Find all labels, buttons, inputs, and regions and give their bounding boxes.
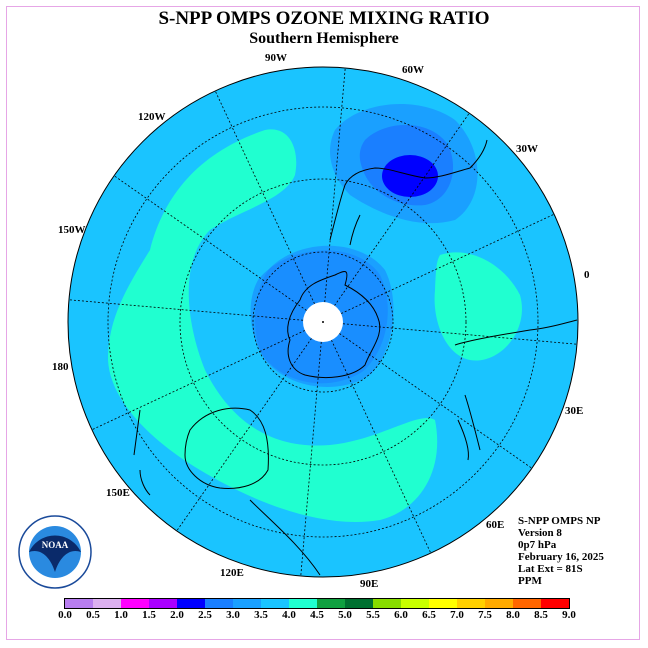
- meridian-line: [322, 321, 432, 554]
- colorbar-tick-label: 7.0: [450, 609, 464, 621]
- info-lat-ext: Lat Ext = 81S: [518, 563, 583, 575]
- graticule: [68, 67, 578, 577]
- ozone-region-high-west: [108, 129, 438, 522]
- lon-label-60e: 60E: [486, 519, 504, 531]
- colorbar-segment: [541, 599, 569, 608]
- colorbar-segment: [65, 599, 93, 608]
- colorbar-tick-label: 5.0: [338, 609, 352, 621]
- colorbar-tick-label: 0.0: [58, 609, 72, 621]
- meridian-line: [322, 67, 346, 323]
- coastlines: [133, 139, 578, 576]
- figure-frame: [6, 6, 640, 640]
- colorbar-segment: [261, 599, 289, 608]
- meridian-line: [91, 321, 324, 431]
- meridian-line: [300, 321, 324, 577]
- meridian-line: [68, 299, 324, 323]
- lat-circle-mid: [179, 178, 467, 466]
- colorbar-segment: [93, 599, 121, 608]
- south-america-coast: [329, 139, 488, 246]
- ozone-region-lowest-60w: [382, 155, 438, 197]
- colorbar-tick-label: 6.0: [394, 609, 408, 621]
- meridian-line: [322, 112, 470, 323]
- colorbar-tick-label: 1.5: [142, 609, 156, 621]
- colorbar-tick-label: 1.0: [114, 609, 128, 621]
- meridian-line: [322, 321, 578, 345]
- colorbar-segment: [205, 599, 233, 608]
- colorbar-tick-label: 8.0: [506, 609, 520, 621]
- lon-label-150e: 150E: [106, 487, 130, 499]
- colorbar-tick-label: 9.0: [562, 609, 576, 621]
- meridians: [68, 67, 578, 577]
- colorbar-segment: [177, 599, 205, 608]
- colorbar-segment: [289, 599, 317, 608]
- madagascar-coast: [457, 419, 469, 461]
- colorbar-segment: [317, 599, 345, 608]
- lat-circle-inner: [252, 251, 394, 393]
- colorbar-segment: [401, 599, 429, 608]
- colorbar-segment: [233, 599, 261, 608]
- lon-label-90e: 90E: [360, 578, 378, 590]
- colorbar-tick-label: 3.5: [254, 609, 268, 621]
- colorbar-segment: [373, 599, 401, 608]
- meridian-line: [214, 90, 324, 323]
- lon-label-60w: 60W: [402, 64, 424, 76]
- antarctica-coast: [287, 270, 381, 379]
- info-version: Version 8: [518, 527, 562, 539]
- colorbar-segment: [429, 599, 457, 608]
- info-instrument: S-NPP OMPS NP: [518, 515, 601, 527]
- meridian-line: [113, 175, 324, 323]
- product-info: S-NPP OMPS NP Version 8 0p7 hPa February…: [518, 515, 604, 587]
- colorbar-tick-label: 2.5: [198, 609, 212, 621]
- noaa-logo-text: NOAA: [42, 540, 69, 550]
- info-units: PPM: [518, 575, 542, 587]
- colorbar-segment: [457, 599, 485, 608]
- colorbar-tick-label: 4.5: [310, 609, 324, 621]
- colorbar-tick-label: 4.0: [282, 609, 296, 621]
- lon-label-30w: 30W: [516, 143, 538, 155]
- lon-label-180: 180: [52, 361, 69, 373]
- lon-label-150w: 150W: [58, 224, 86, 236]
- colorbar-tick-label: 0.5: [86, 609, 100, 621]
- colorbar-tick-label: 3.0: [226, 609, 240, 621]
- lon-label-30e: 30E: [565, 405, 583, 417]
- colorbar-segment: [149, 599, 177, 608]
- map-subtitle: Southern Hemisphere: [249, 30, 399, 47]
- colorbar-segment: [485, 599, 513, 608]
- new-zealand-coast: [133, 409, 151, 496]
- map-title: S-NPP OMPS OZONE MIXING RATIO: [158, 8, 490, 29]
- colorbar-tick-label: 7.5: [478, 609, 492, 621]
- lon-label-90w: 90W: [265, 52, 287, 64]
- australia-coast: [184, 407, 269, 489]
- meridian-line: [322, 321, 533, 469]
- africa-coast: [454, 319, 578, 451]
- colorbar-tick-label: 6.5: [422, 609, 436, 621]
- colorbar-ticks: 0.0 0.5 1.0 1.5 2.0 2.5 3.0 3.5 4.0 4.5 5.0 5.5 6.0 6…: [0, 609, 648, 623]
- noaa-logo: NOAA: [18, 515, 92, 589]
- meridian-line: [322, 213, 555, 323]
- meridian-line: [176, 321, 324, 532]
- colorbar-tick-label: 8.5: [534, 609, 548, 621]
- colorbar-segment: [345, 599, 373, 608]
- colorbar-segment: [121, 599, 149, 608]
- colorbar-tick-label: 2.0: [170, 609, 184, 621]
- southeast-asia-coast: [249, 499, 321, 576]
- pole-dot: [322, 321, 324, 323]
- colorbar-tick-label: 5.5: [366, 609, 380, 621]
- globe-outline: [67, 66, 579, 578]
- lon-label-120e: 120E: [220, 567, 244, 579]
- lon-label-0: 0: [584, 269, 590, 281]
- longitude-labels: 0 30W 60W 90W 120W 150W 180 150E 120E 90…: [52, 52, 590, 590]
- colorbar-segment: [513, 599, 541, 608]
- lon-label-120w: 120W: [138, 111, 166, 123]
- colorbar: [64, 598, 570, 609]
- lat-circle-outer: [107, 106, 539, 538]
- info-level: 0p7 hPa: [518, 539, 557, 551]
- info-date: February 16, 2025: [518, 551, 604, 563]
